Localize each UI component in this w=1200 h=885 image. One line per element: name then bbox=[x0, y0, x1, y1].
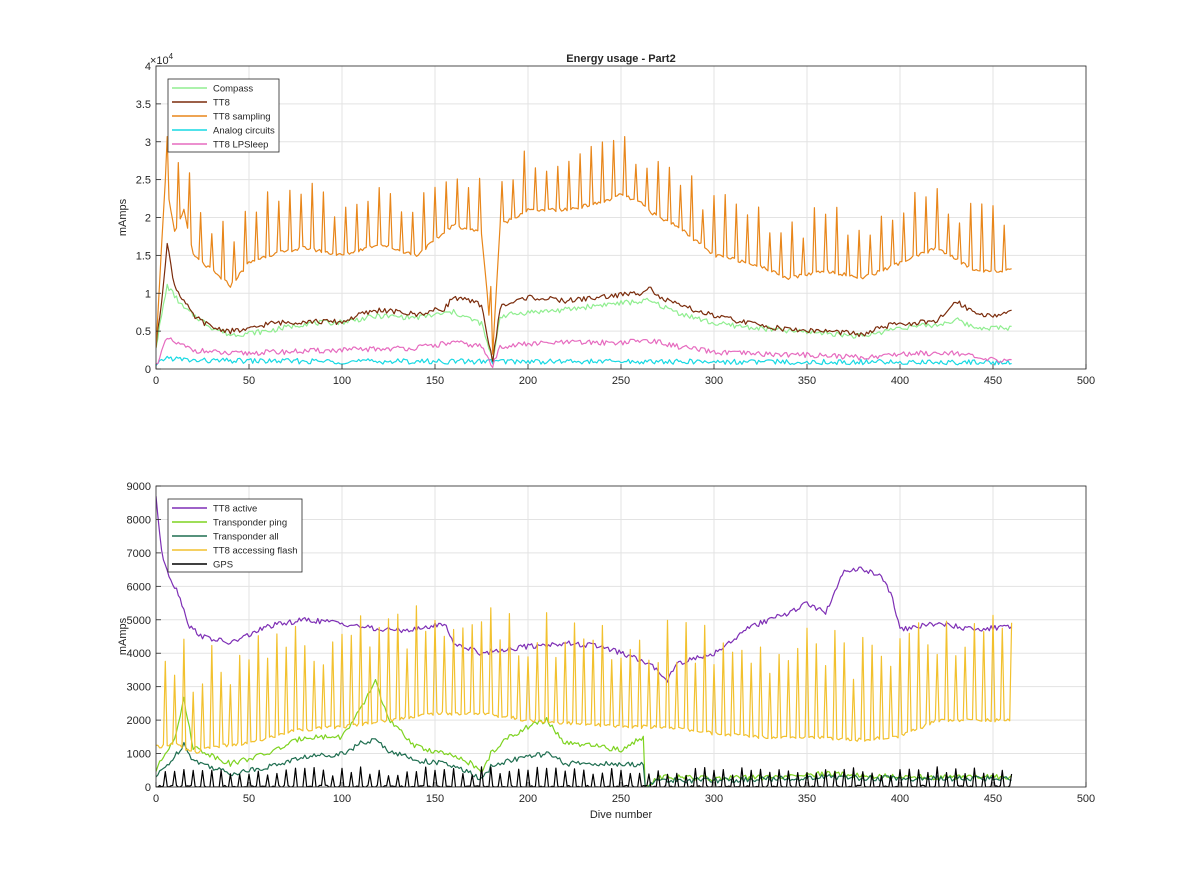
legend-label: GPS bbox=[213, 560, 233, 571]
x-tick-label: 450 bbox=[984, 375, 1002, 387]
y-tick-label: 4000 bbox=[127, 648, 151, 660]
series-line-transponder-all bbox=[156, 738, 1012, 787]
series-line-tt8-accessing-flash bbox=[156, 605, 1013, 754]
x-tick-label: 250 bbox=[612, 793, 630, 805]
y-tick-label: 3000 bbox=[127, 682, 151, 694]
legend-label: Compass bbox=[213, 84, 253, 95]
series-line-gps bbox=[156, 766, 1013, 787]
x-axis-label: Dive number bbox=[590, 809, 653, 821]
x-tick-label: 500 bbox=[1077, 375, 1095, 387]
y-tick-label: 1.5 bbox=[136, 250, 151, 262]
x-tick-label: 150 bbox=[426, 793, 444, 805]
legend: Compass TT8 TT8 sampling Analog circuits TT8… bbox=[167, 78, 280, 153]
y-tick-label: 2000 bbox=[127, 715, 151, 727]
y-tick-label: 4 bbox=[145, 61, 151, 73]
x-tick-label: 250 bbox=[612, 375, 630, 387]
y-tick-label: 6000 bbox=[127, 581, 151, 593]
x-tick-label: 350 bbox=[798, 793, 816, 805]
series-line-compass bbox=[156, 283, 1012, 361]
y-tick-label: 7000 bbox=[127, 548, 151, 560]
series-line-analog-circuits bbox=[156, 355, 1012, 366]
x-tick-label: 100 bbox=[333, 793, 351, 805]
legend-label: Transponder all bbox=[213, 532, 279, 543]
y-tick-label: 0.5 bbox=[136, 326, 151, 338]
y-tick-label: 9000 bbox=[127, 481, 151, 493]
bottom-axes: 0 50 100 150 200 250 300 350 400 450 5000100020003… bbox=[117, 481, 1095, 821]
series-group bbox=[156, 136, 1012, 369]
x-tick-label: 150 bbox=[426, 375, 444, 387]
series-group bbox=[156, 496, 1013, 787]
x-tick-label: 0 bbox=[153, 375, 159, 387]
x-tick-label: 50 bbox=[243, 793, 255, 805]
x-tick-label: 0 bbox=[153, 793, 159, 805]
x-tick-label: 300 bbox=[705, 793, 723, 805]
x-tick-label: 50 bbox=[243, 375, 255, 387]
series-line-tt8-lpsleep bbox=[156, 337, 1012, 369]
legend-label: Transponder ping bbox=[213, 518, 287, 529]
legend: TT8 active Transponder ping Transponder al… bbox=[167, 498, 303, 573]
x-tick-label: 100 bbox=[333, 375, 351, 387]
x-tick-label: 300 bbox=[705, 375, 723, 387]
series-line-tt8-sampling bbox=[156, 136, 1012, 355]
x-tick-label: 350 bbox=[798, 375, 816, 387]
y-axis-label: mAmps bbox=[117, 198, 129, 236]
chart-title: Energy usage - Part2 bbox=[566, 53, 675, 65]
y-tick-label: 0 bbox=[145, 782, 151, 794]
top-axes: 0 50 100 150 200 250 300 350 400 450 500 0 0.5 1 1.5 2 2… bbox=[117, 52, 1095, 387]
y-tick-label: 3.5 bbox=[136, 99, 151, 111]
x-tick-label: 400 bbox=[891, 793, 909, 805]
y-tick-label: 8000 bbox=[127, 514, 151, 526]
legend-label: TT8 bbox=[213, 98, 230, 109]
y-tick-label: 1 bbox=[145, 288, 151, 300]
legend-label: TT8 LPSleep bbox=[213, 140, 268, 151]
x-tick-label: 500 bbox=[1077, 793, 1095, 805]
legend-label: TT8 sampling bbox=[213, 112, 271, 123]
y-tick-label: 2 bbox=[145, 213, 151, 225]
x-tick-label: 450 bbox=[984, 793, 1002, 805]
y-tick-label: 2.5 bbox=[136, 175, 151, 187]
x-tick-label: 200 bbox=[519, 375, 537, 387]
x-tick-label: 400 bbox=[891, 375, 909, 387]
legend-label: Analog circuits bbox=[213, 126, 275, 137]
series-line-tt8 bbox=[156, 242, 1012, 364]
y-tick-label: 3 bbox=[145, 137, 151, 149]
y-exponent-label: ×104 bbox=[150, 52, 174, 67]
y-tick-label: 5000 bbox=[127, 615, 151, 627]
y-tick-label: 0 bbox=[145, 364, 151, 376]
legend-label: TT8 accessing flash bbox=[213, 546, 297, 557]
legend-label: TT8 active bbox=[213, 504, 257, 515]
y-tick-label: 1000 bbox=[127, 749, 151, 761]
y-axis-label: mAmps bbox=[117, 617, 129, 655]
x-tick-label: 200 bbox=[519, 793, 537, 805]
